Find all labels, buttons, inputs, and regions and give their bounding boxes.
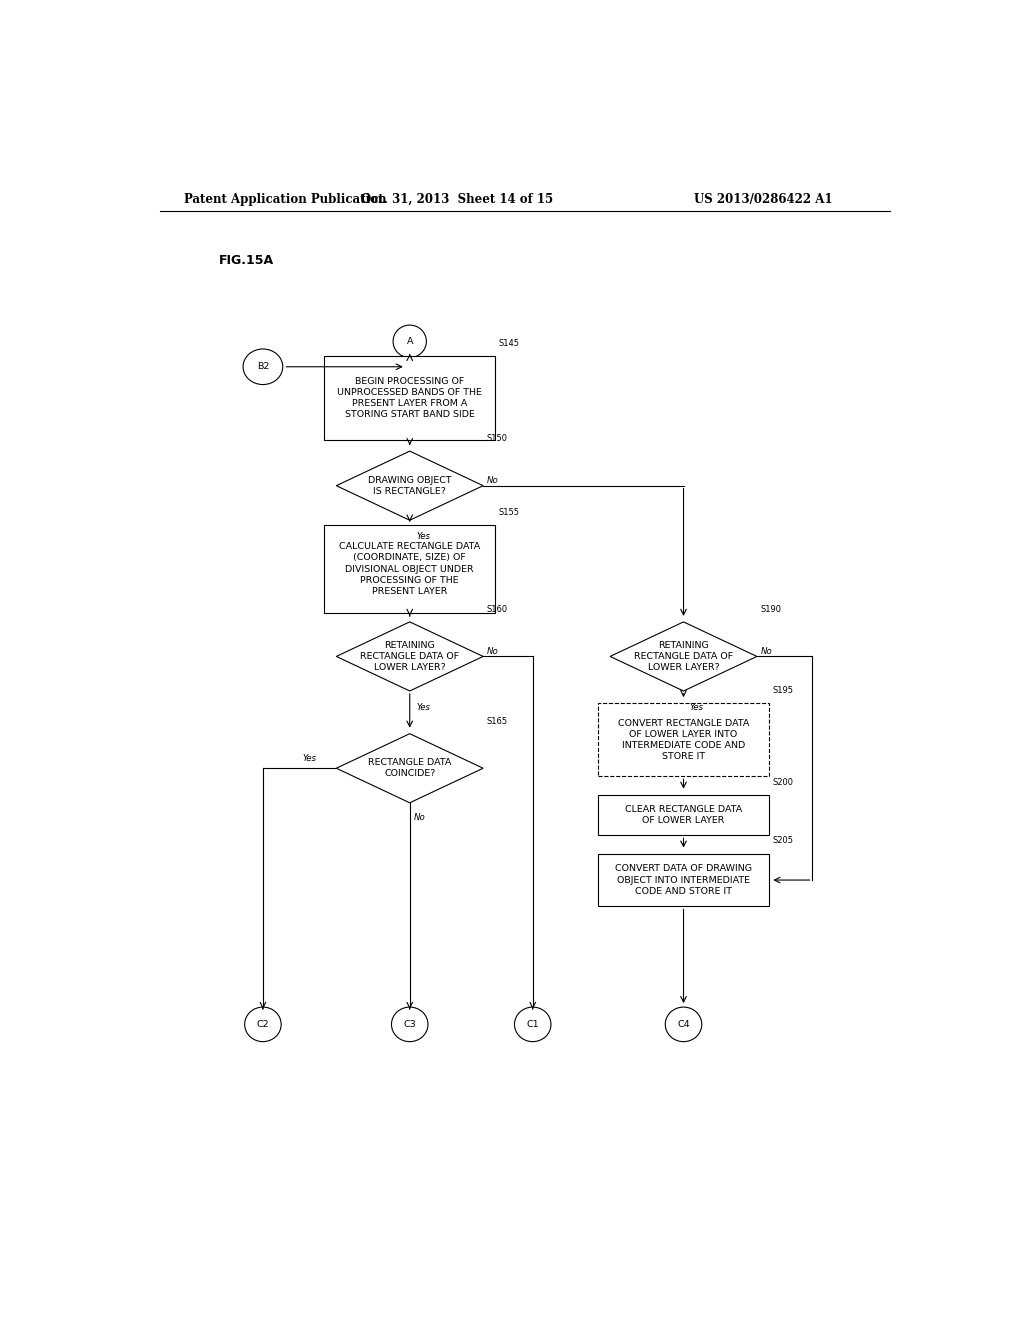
Text: DRAWING OBJECT
IS RECTANGLE?: DRAWING OBJECT IS RECTANGLE? — [368, 475, 452, 496]
Text: S195: S195 — [772, 686, 793, 696]
Text: No: No — [414, 813, 425, 822]
Text: CONVERT RECTANGLE DATA
OF LOWER LAYER INTO
INTERMEDIATE CODE AND
STORE IT: CONVERT RECTANGLE DATA OF LOWER LAYER IN… — [617, 718, 750, 760]
Text: No: No — [761, 647, 773, 656]
Text: Yes: Yes — [302, 754, 316, 763]
Bar — [598, 795, 769, 836]
Text: B2: B2 — [257, 362, 269, 371]
Text: C1: C1 — [526, 1020, 539, 1028]
Text: S145: S145 — [499, 339, 519, 348]
Bar — [598, 704, 769, 776]
Text: S190: S190 — [760, 605, 781, 614]
Text: C4: C4 — [677, 1020, 690, 1028]
Text: S155: S155 — [499, 508, 519, 516]
Text: RECTANGLE DATA
COINCIDE?: RECTANGLE DATA COINCIDE? — [368, 758, 452, 779]
Text: CONVERT DATA OF DRAWING
OBJECT INTO INTERMEDIATE
CODE AND STORE IT: CONVERT DATA OF DRAWING OBJECT INTO INTE… — [615, 865, 752, 896]
Bar — [325, 525, 495, 614]
Ellipse shape — [245, 1007, 282, 1041]
Bar — [598, 854, 769, 907]
Ellipse shape — [243, 348, 283, 384]
Polygon shape — [336, 622, 483, 690]
Text: S150: S150 — [486, 434, 507, 444]
Text: Patent Application Publication: Patent Application Publication — [183, 193, 386, 206]
Text: S165: S165 — [486, 717, 508, 726]
Text: A: A — [407, 337, 413, 346]
Text: C2: C2 — [257, 1020, 269, 1028]
Text: CLEAR RECTANGLE DATA
OF LOWER LAYER: CLEAR RECTANGLE DATA OF LOWER LAYER — [625, 805, 742, 825]
Text: S205: S205 — [772, 837, 793, 846]
Text: Oct. 31, 2013  Sheet 14 of 15: Oct. 31, 2013 Sheet 14 of 15 — [361, 193, 553, 206]
Ellipse shape — [666, 1007, 701, 1041]
Text: C3: C3 — [403, 1020, 416, 1028]
Text: Yes: Yes — [690, 704, 703, 713]
Text: No: No — [487, 647, 499, 656]
Text: US 2013/0286422 A1: US 2013/0286422 A1 — [693, 193, 833, 206]
Ellipse shape — [393, 325, 426, 358]
Text: Yes: Yes — [416, 704, 430, 713]
Bar — [325, 356, 495, 441]
Ellipse shape — [514, 1007, 551, 1041]
Ellipse shape — [391, 1007, 428, 1041]
Text: Yes: Yes — [416, 532, 430, 541]
Text: No: No — [487, 477, 499, 484]
Text: RETAINING
RECTANGLE DATA OF
LOWER LAYER?: RETAINING RECTANGLE DATA OF LOWER LAYER? — [360, 640, 460, 672]
Polygon shape — [610, 622, 757, 690]
Text: S200: S200 — [772, 777, 793, 787]
Text: CALCULATE RECTANGLE DATA
(COORDINATE, SIZE) OF
DIVISIONAL OBJECT UNDER
PROCESSIN: CALCULATE RECTANGLE DATA (COORDINATE, SI… — [339, 543, 480, 595]
Text: BEGIN PROCESSING OF
UNPROCESSED BANDS OF THE
PRESENT LAYER FROM A
STORING START : BEGIN PROCESSING OF UNPROCESSED BANDS OF… — [337, 378, 482, 420]
Polygon shape — [336, 451, 483, 520]
Text: FIG.15A: FIG.15A — [219, 253, 274, 267]
Text: S160: S160 — [486, 605, 508, 614]
Polygon shape — [336, 734, 483, 803]
Text: RETAINING
RECTANGLE DATA OF
LOWER LAYER?: RETAINING RECTANGLE DATA OF LOWER LAYER? — [634, 640, 733, 672]
